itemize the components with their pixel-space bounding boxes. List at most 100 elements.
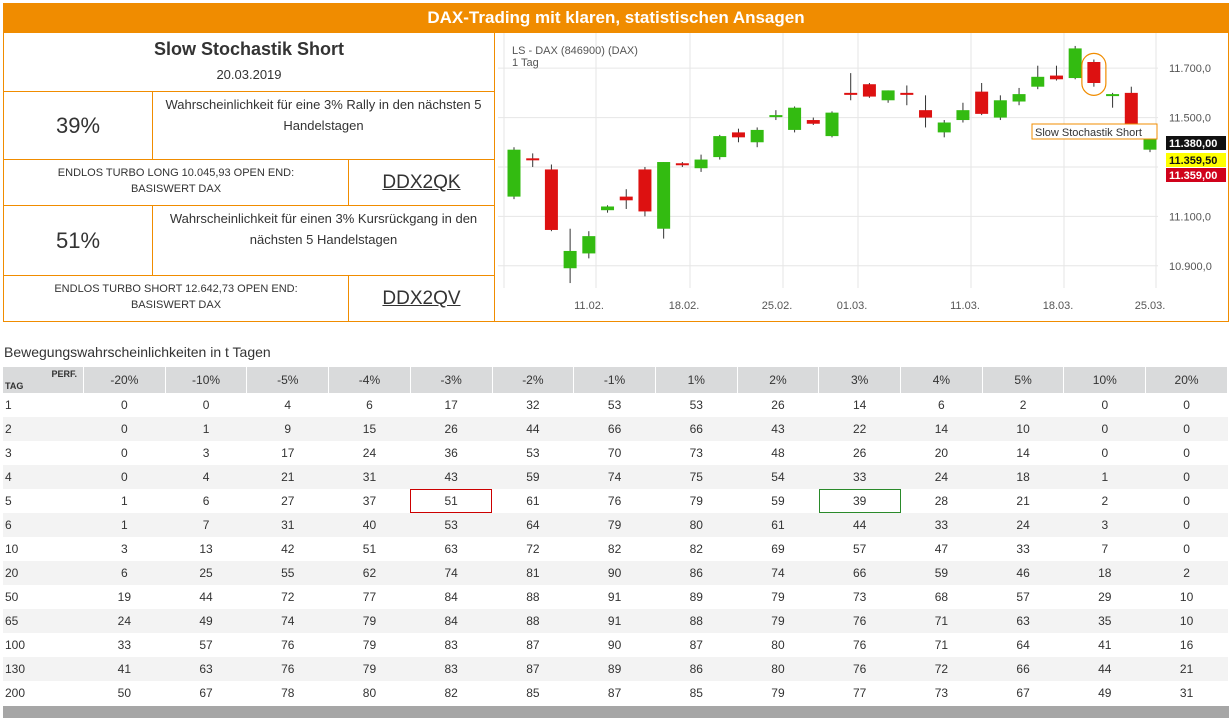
value-cell: 69	[771, 542, 785, 556]
tag-cell: 2	[3, 417, 84, 441]
value-cell: 31	[246, 513, 329, 537]
value-cell: 91	[607, 590, 622, 604]
table-header-row: PERF. TAG -20% -10% -5% -4% -3% -2% -1% 1% 2% 3% 4…	[3, 367, 1228, 393]
value-cell: 10	[1179, 590, 1194, 604]
value-cell: 6	[938, 398, 945, 412]
candle-body	[788, 107, 802, 130]
value-cell: 88	[526, 590, 540, 604]
candle-body	[806, 120, 820, 124]
value-cell: 79	[737, 609, 819, 633]
candle-body	[862, 84, 876, 97]
value-cell: 39	[818, 489, 901, 513]
value-cell: 74	[410, 561, 493, 585]
value-cell: 18	[1063, 561, 1146, 585]
signal-highlight	[1081, 52, 1107, 96]
candle-body	[1049, 75, 1063, 80]
value-cell: 78	[281, 686, 295, 700]
value-cell: 0	[1183, 494, 1190, 508]
value-cell: 87	[607, 686, 622, 700]
column-header: 5%	[982, 367, 1065, 393]
column-header: 10%	[1063, 367, 1147, 393]
column-header: 4%	[900, 367, 983, 393]
tag-cell: 4	[3, 465, 84, 489]
tag-cell: 5	[5, 494, 12, 508]
x-tick-label: 18.03.	[1043, 300, 1074, 312]
value-cell: 89	[689, 590, 703, 604]
value-cell: 82	[444, 686, 458, 700]
value-cell: 31	[328, 465, 411, 489]
value-cell: 33	[818, 465, 901, 489]
value-cell: 57	[853, 542, 867, 556]
value-cell: 66	[982, 657, 1064, 681]
scrollbar[interactable]	[3, 706, 1229, 718]
value-cell: 59	[492, 465, 574, 489]
value-cell: 21	[1016, 494, 1030, 508]
value-cell: 15	[328, 417, 411, 441]
value-cell: 44	[492, 417, 574, 441]
value-cell: 75	[655, 465, 738, 489]
value-cell: 44	[199, 590, 213, 604]
table-row: 2 0 1 9 15 26 44 66 66 43 22 14 10 0 0	[3, 417, 1228, 441]
x-tick-label: 11.03.	[950, 300, 980, 312]
tag-cell: 10	[5, 542, 19, 556]
column-header: 3%	[818, 367, 902, 393]
annotation-label: Slow Stochastik Short	[1035, 127, 1142, 139]
price-label-box	[1166, 153, 1226, 167]
short-product-code-link[interactable]: DDX2QV	[382, 288, 461, 309]
page-title: DAX-Trading mit klaren, statistischen An…	[427, 8, 805, 27]
column-header: 1%	[655, 367, 738, 393]
candle-body	[900, 92, 914, 95]
table-row: 3 0 3 17 24 36 53 70 73 48 26 20 14 0 0	[3, 441, 1228, 465]
candle-body	[1143, 137, 1157, 150]
tag-cell: 50	[5, 590, 19, 604]
candle-body	[619, 196, 633, 201]
table-row: 100 33 57 76 79 83 87 90 87 80 76 71 64 41 16	[3, 633, 1228, 657]
value-cell: 57	[1016, 590, 1030, 604]
value-cell: 33	[117, 638, 132, 652]
value-cell: 63	[444, 542, 458, 556]
candle-body	[993, 100, 1007, 118]
value-cell: 64	[492, 513, 574, 537]
value-cell: 17	[444, 398, 458, 412]
value-cell: 64	[1016, 638, 1030, 652]
candle-body	[975, 91, 989, 114]
value-cell: 31	[1179, 686, 1194, 700]
corner-tag-label: TAG	[5, 381, 24, 391]
value-cell: 14	[900, 417, 983, 441]
value-cell: 26	[771, 398, 785, 412]
value-cell: 21	[246, 465, 329, 489]
value-cell: 0	[1183, 398, 1190, 412]
value-cell: 24	[982, 513, 1064, 537]
value-cell: 62	[328, 561, 411, 585]
value-cell: 86	[655, 561, 738, 585]
value-cell: 25	[165, 561, 247, 585]
candle-body	[526, 158, 540, 161]
value-cell: 72	[281, 590, 295, 604]
column-header: -2%	[492, 367, 575, 393]
value-cell: 57	[199, 638, 213, 652]
y-tick-label: 10.900,0	[1169, 261, 1212, 273]
value-cell: 79	[771, 590, 785, 604]
value-cell: 36	[444, 446, 458, 460]
value-cell: 33	[900, 513, 983, 537]
value-cell: 16	[1179, 638, 1194, 652]
value-cell: 66	[818, 561, 901, 585]
candle-body	[881, 90, 895, 101]
value-cell: 1	[121, 494, 128, 508]
column-header: 2%	[737, 367, 820, 393]
value-cell: 0	[1101, 446, 1109, 460]
candle-body	[937, 122, 951, 133]
value-cell: 76	[246, 657, 329, 681]
value-cell: 72	[900, 657, 983, 681]
value-cell: 10	[982, 417, 1064, 441]
value-cell: 87	[689, 638, 703, 652]
value-cell: 76	[853, 638, 867, 652]
tag-cell: 20	[3, 561, 84, 585]
signal-title-box: Slow Stochastik Short 20.03.2019	[4, 33, 494, 92]
rally-percent: 39%	[4, 92, 153, 160]
long-product-code-link[interactable]: DDX2QK	[349, 160, 494, 206]
value-cell: 61	[526, 494, 540, 508]
value-cell: 88	[492, 609, 574, 633]
value-cell: 73	[853, 590, 867, 604]
value-cell: 50	[117, 686, 132, 700]
